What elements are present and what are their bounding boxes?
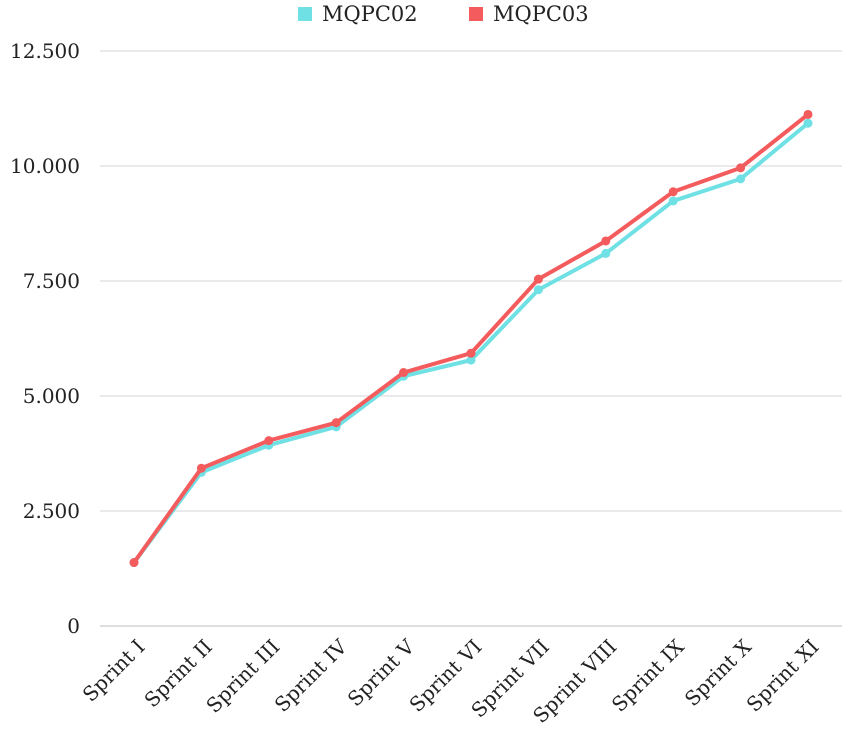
data-point-MQPC03 <box>803 109 813 119</box>
data-point-MQPC02 <box>803 118 813 128</box>
series-line-MQPC02 <box>132 121 810 565</box>
data-point-MQPC02 <box>601 248 611 258</box>
legend: MQPC02 MQPC03 <box>298 2 589 26</box>
grid-lines <box>100 50 842 627</box>
data-point-MQPC03 <box>466 348 476 358</box>
y-tick-label: 7.500 <box>23 269 80 293</box>
data-point-MQPC02 <box>533 285 543 295</box>
data-point-MQPC03 <box>331 418 341 428</box>
y-tick-label: 10.000 <box>10 154 80 178</box>
y-axis-ticks: 0 2.500 5.000 7.500 10.000 12.500 <box>10 39 80 638</box>
y-tick-label: 0 <box>67 614 80 638</box>
data-point-MQPC02 <box>668 196 678 206</box>
data-point-MQPC02 <box>736 174 746 184</box>
data-point-MQPC03 <box>264 436 274 446</box>
x-tick-label: Sprint IV <box>270 634 352 716</box>
data-point-MQPC02 <box>466 355 476 365</box>
data-point-MQPC03 <box>399 368 409 378</box>
data-point-MQPC03 <box>601 236 611 246</box>
legend-swatch-MQPC03 <box>469 7 483 21</box>
y-tick-label: 12.500 <box>10 39 80 63</box>
legend-label: MQPC02 <box>322 2 418 26</box>
data-point-MQPC03 <box>668 187 678 197</box>
y-tick-label: 2.500 <box>23 499 80 523</box>
legend-label: MQPC03 <box>493 2 589 26</box>
series-layer <box>129 109 813 568</box>
data-point-MQPC03 <box>129 558 139 568</box>
x-tick-label: Sprint XI <box>742 635 824 717</box>
data-point-MQPC03 <box>196 463 206 473</box>
legend-swatch-MQPC02 <box>298 7 312 21</box>
data-point-MQPC03 <box>736 163 746 173</box>
x-tick-label: Sprint III <box>201 635 284 718</box>
data-point-MQPC03 <box>533 274 543 284</box>
series-line-MQPC03 <box>132 112 810 565</box>
x-tick-label: Sprint IX <box>607 634 689 716</box>
y-tick-label: 5.000 <box>23 384 80 408</box>
